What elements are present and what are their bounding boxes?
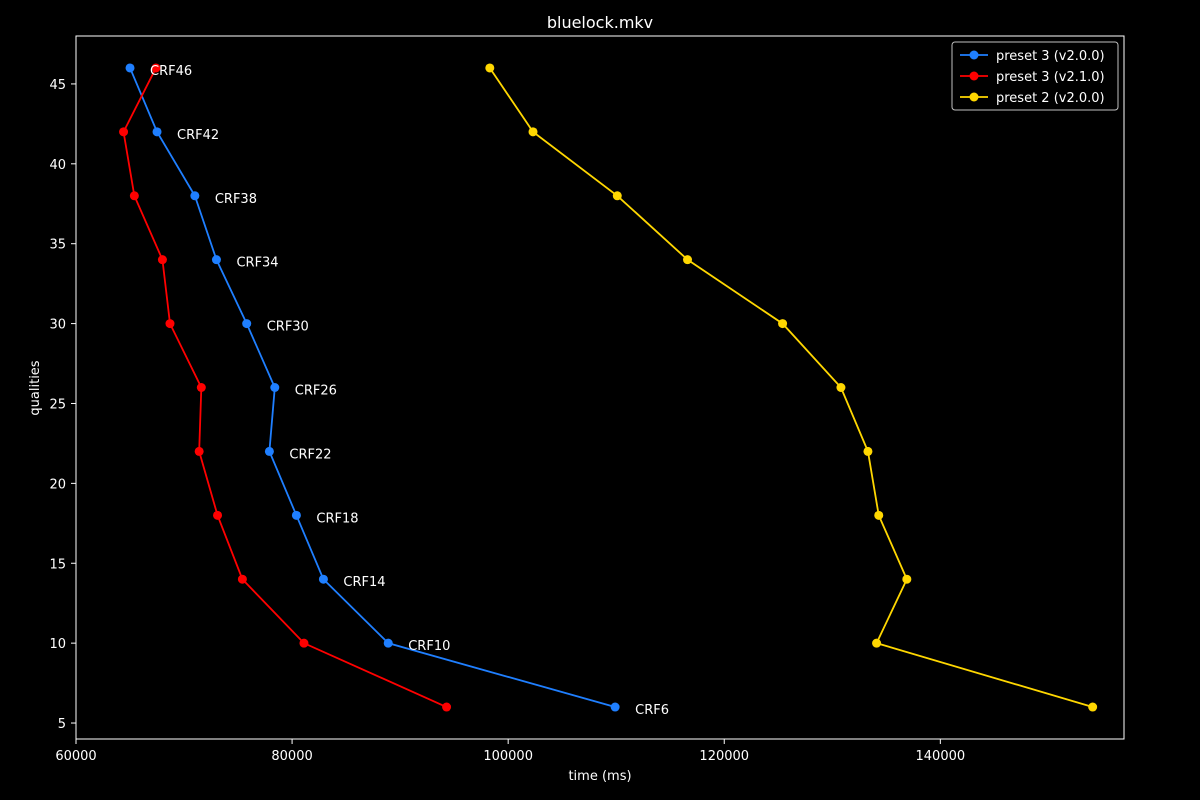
data-point [863,446,873,456]
plot-area [75,35,1125,740]
data-point-label: CRF34 [236,256,278,271]
data-point [196,383,206,392]
data-point [165,319,175,329]
x-tick-label: 120000 [699,749,749,764]
x-axis-ticks: 60000 80000 100000 120000 140000 [55,739,965,764]
data-point [291,510,301,520]
data-point [683,255,693,265]
data-point [872,638,882,648]
legend-label: preset 2 (v2.0.0) [996,91,1105,106]
y-tick-label: 25 [49,397,66,412]
legend-label: preset 3 (v2.1.0) [996,70,1105,85]
series-layer [119,63,1098,712]
data-point [528,127,538,137]
y-tick-label: 35 [49,238,66,253]
point-labels-layer: CRF46 CRF42 CRF38 CRF34 CRF30 CRF26 CRF22 CRF18… [150,64,669,718]
data-point [242,319,252,329]
data-point-label: CRF26 [295,384,337,399]
data-point [902,574,912,584]
data-point [190,191,200,201]
data-point [485,63,495,73]
legend-box [951,41,1119,111]
data-point-label: CRF22 [289,447,331,462]
data-point-label: CRF14 [343,575,385,590]
data-point-label: CRF30 [267,320,309,335]
data-point-label: CRF38 [215,192,257,207]
y-tick-label: 45 [49,78,66,93]
legend-marker [969,71,979,81]
data-point [836,383,846,392]
y-tick-label: 5 [58,717,66,732]
data-point [318,574,328,584]
data-point-label: CRF10 [408,639,450,654]
data-point [610,702,620,712]
data-point [612,191,622,201]
legend-marker [969,50,979,60]
y-tick-label: 10 [49,637,66,652]
y-tick-label: 40 [49,158,66,173]
data-point-label: CRF18 [316,511,358,526]
data-point-label: CRF46 [150,64,192,79]
legend-label: preset 3 (v2.0.0) [996,49,1105,64]
y-tick-label: 15 [49,557,66,572]
data-point [152,127,162,137]
data-point [157,255,167,265]
data-point [129,191,139,201]
data-point [119,127,129,137]
y-tick-label: 20 [49,477,66,492]
x-tick-label: 100000 [483,749,533,764]
data-point [299,638,309,648]
x-tick-label: 80000 [271,749,312,764]
legend: preset 3 (v2.0.0) preset 3 (v2.1.0) preset… [951,41,1119,111]
y-tick-label: 30 [49,318,66,333]
data-point [211,255,221,265]
x-tick-label: 60000 [55,749,96,764]
data-point [151,63,161,73]
data-point [194,446,204,456]
data-point-label: CRF42 [177,128,219,143]
chart-title: bluelock.mkv [547,13,653,32]
data-point [237,574,247,584]
data-point [383,638,393,648]
data-point-label: CRF6 [635,703,669,718]
x-tick-label: 140000 [916,749,966,764]
x-axis-label: time (ms) [568,769,631,784]
data-point [874,510,884,520]
data-point [213,510,223,520]
data-point [264,446,274,456]
data-point [125,63,135,73]
data-point [1088,702,1098,712]
data-point [442,702,452,712]
legend-marker [969,92,979,102]
data-point [270,383,280,392]
y-axis-ticks: 5 10 15 20 25 30 35 40 45 [49,78,76,732]
y-axis-label: qualities [28,360,43,415]
data-point [778,319,788,329]
